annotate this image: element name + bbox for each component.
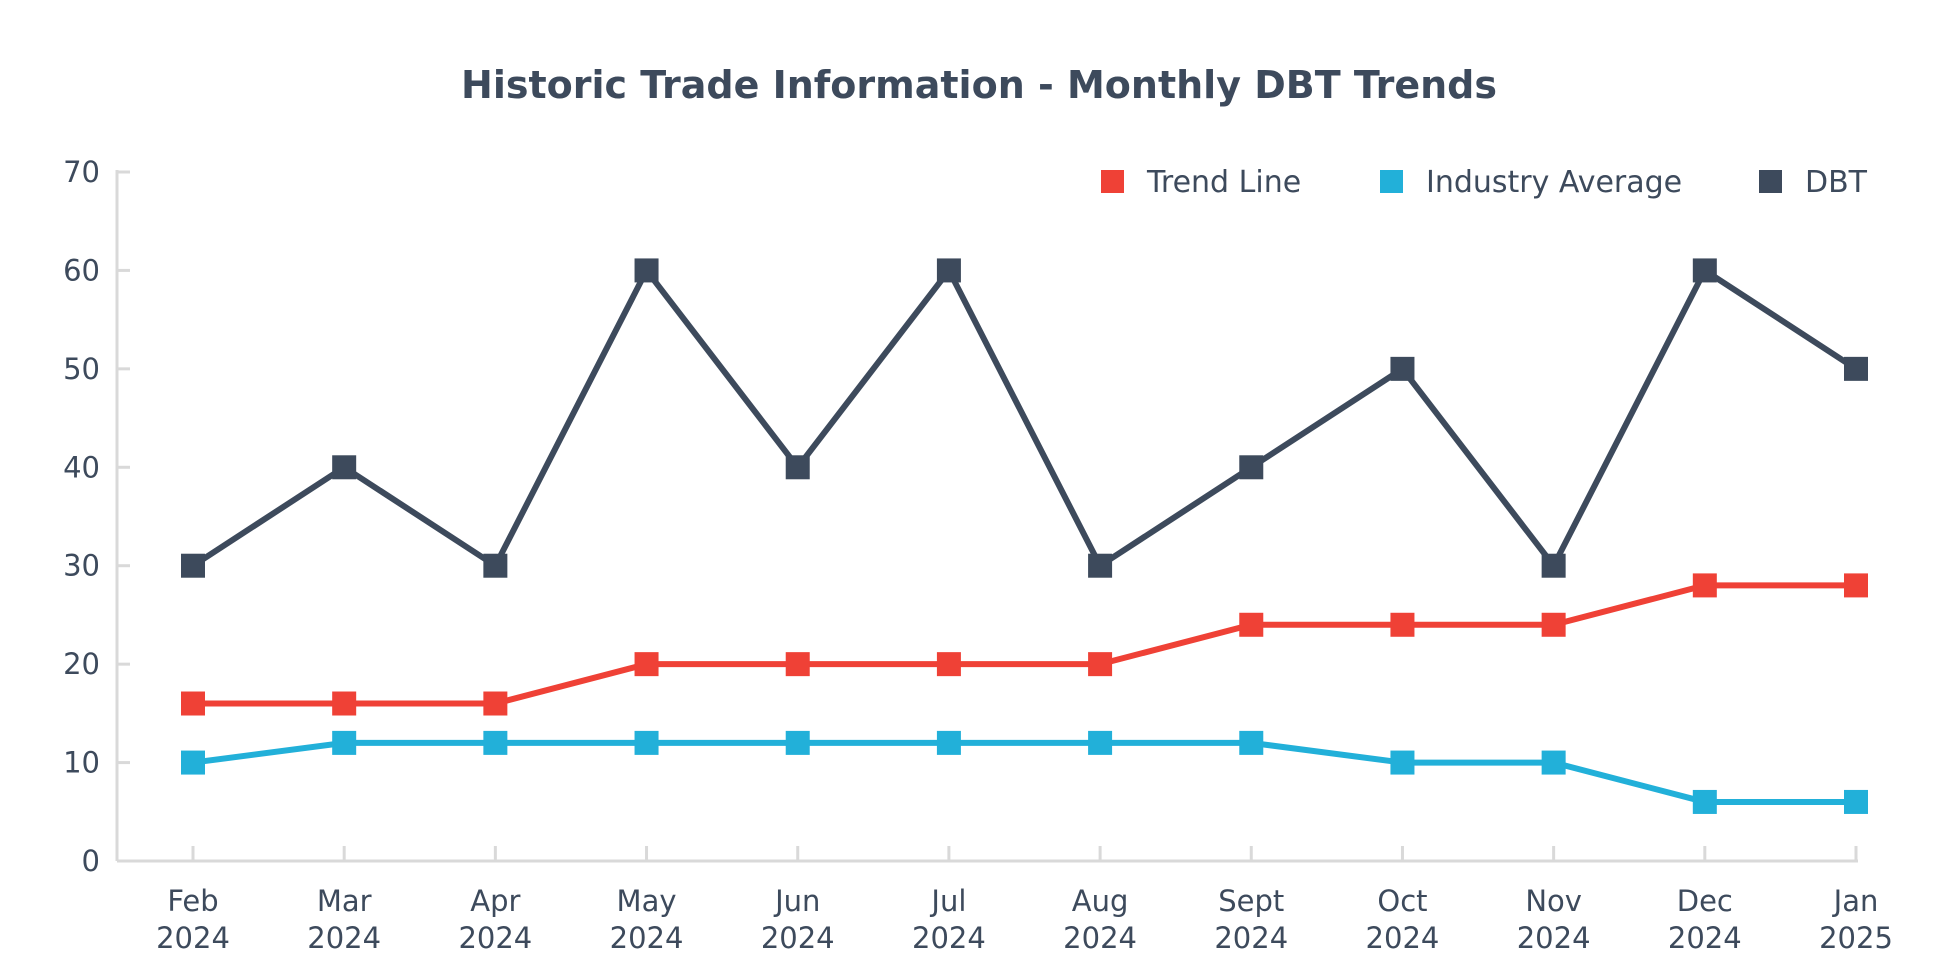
series-dbt xyxy=(181,258,1868,578)
trend-line-point[interactable] xyxy=(1541,612,1566,637)
x-tick-label: Nov 2024 xyxy=(1517,884,1591,955)
x-axis-ticks: Feb 2024 Mar 2024 Apr 2024 May 2024 Jun 2024 Jul 20… xyxy=(156,846,1893,955)
x-tick-label: Apr 2024 xyxy=(458,884,532,955)
x-tick-label: Jul 2024 xyxy=(912,884,986,955)
x-tick-label: Jun 2024 xyxy=(761,884,835,955)
x-tick-label: Dec 2024 xyxy=(1668,884,1742,955)
trend-line-point[interactable] xyxy=(1239,612,1264,637)
y-tick-label: 30 xyxy=(63,549,100,583)
dbt-line xyxy=(191,264,1858,572)
industry-average-point[interactable] xyxy=(181,750,205,775)
legend-swatch xyxy=(1101,170,1124,193)
dbt-point[interactable] xyxy=(1239,455,1264,480)
legend-swatch xyxy=(1759,170,1782,193)
x-tick-label: Oct 2024 xyxy=(1366,884,1440,955)
legend-label: Trend Line xyxy=(1146,165,1301,200)
legend-item-dbt[interactable]: DBT xyxy=(1759,165,1868,200)
trend-line-point[interactable] xyxy=(483,691,508,716)
x-tick-label: Sept 2024 xyxy=(1214,884,1288,955)
series-industry-average xyxy=(181,730,1868,814)
dbt-point[interactable] xyxy=(936,258,961,283)
industry-average-point[interactable] xyxy=(1239,730,1264,755)
dbt-point[interactable] xyxy=(1390,356,1415,381)
dbt-point[interactable] xyxy=(483,553,508,578)
dbt-point[interactable] xyxy=(634,258,659,283)
axes xyxy=(115,170,1858,863)
industry-average-point[interactable] xyxy=(332,730,357,755)
industry-average-point[interactable] xyxy=(1541,750,1566,775)
trend-line-point[interactable] xyxy=(785,652,810,677)
trend-line-point[interactable] xyxy=(936,652,961,677)
dbt-point[interactable] xyxy=(1844,356,1868,381)
x-tick-label: Mar 2024 xyxy=(307,884,381,955)
legend-label: DBT xyxy=(1805,165,1868,200)
y-tick-label: 10 xyxy=(63,746,100,780)
industry-average-point[interactable] xyxy=(785,730,810,755)
y-tick-label: 40 xyxy=(63,450,100,484)
dbt-point[interactable] xyxy=(1541,553,1566,578)
industry-average-point[interactable] xyxy=(483,730,508,755)
industry-average-point[interactable] xyxy=(1844,789,1868,814)
y-tick-label: 60 xyxy=(63,253,100,287)
dbt-point[interactable] xyxy=(785,455,810,480)
x-tick-label: May 2024 xyxy=(610,884,684,955)
industry-average-point[interactable] xyxy=(1692,789,1717,814)
dbt-point[interactable] xyxy=(181,553,205,578)
y-tick-label: 0 xyxy=(82,844,100,878)
dbt-point[interactable] xyxy=(1088,553,1113,578)
series-layer xyxy=(181,258,1868,814)
y-tick-label: 50 xyxy=(63,352,100,386)
dbt-point[interactable] xyxy=(1692,258,1717,283)
trend-line-point[interactable] xyxy=(332,691,357,716)
trend-line-point[interactable] xyxy=(181,691,205,716)
industry-average-line xyxy=(192,739,1856,805)
legend-item-trend-line[interactable]: Trend Line xyxy=(1101,165,1301,200)
legend-item-industry-average[interactable]: Industry Average xyxy=(1380,165,1682,200)
y-tick-label: 70 xyxy=(63,155,100,189)
trend-line-point[interactable] xyxy=(1088,652,1113,677)
trend-line-point[interactable] xyxy=(634,652,659,677)
y-tick-label: 20 xyxy=(63,647,100,681)
legend-swatch xyxy=(1380,170,1403,193)
legend-label: Industry Average xyxy=(1426,165,1682,200)
chart-title: Historic Trade Information - Monthly DBT… xyxy=(461,63,1497,107)
industry-average-point[interactable] xyxy=(634,730,659,755)
x-tick-label: Feb 2024 xyxy=(156,884,230,955)
industry-average-point[interactable] xyxy=(1390,750,1415,775)
industry-average-point[interactable] xyxy=(1088,730,1113,755)
trend-line-point[interactable] xyxy=(1390,612,1415,637)
series-trend-line xyxy=(181,573,1868,716)
trend-line-point[interactable] xyxy=(1844,573,1868,598)
industry-average-point[interactable] xyxy=(936,730,961,755)
y-axis-ticks: 0 10 20 30 40 50 60 70 xyxy=(63,155,130,878)
dbt-point[interactable] xyxy=(332,455,357,480)
trend-line-point[interactable] xyxy=(1692,573,1717,598)
x-tick-label: Aug 2024 xyxy=(1063,884,1137,955)
legend[interactable]: Trend Line Industry Average DBT xyxy=(1101,165,1868,200)
x-tick-label: Jan 2025 xyxy=(1819,884,1893,955)
trend-line-line xyxy=(193,582,1856,707)
